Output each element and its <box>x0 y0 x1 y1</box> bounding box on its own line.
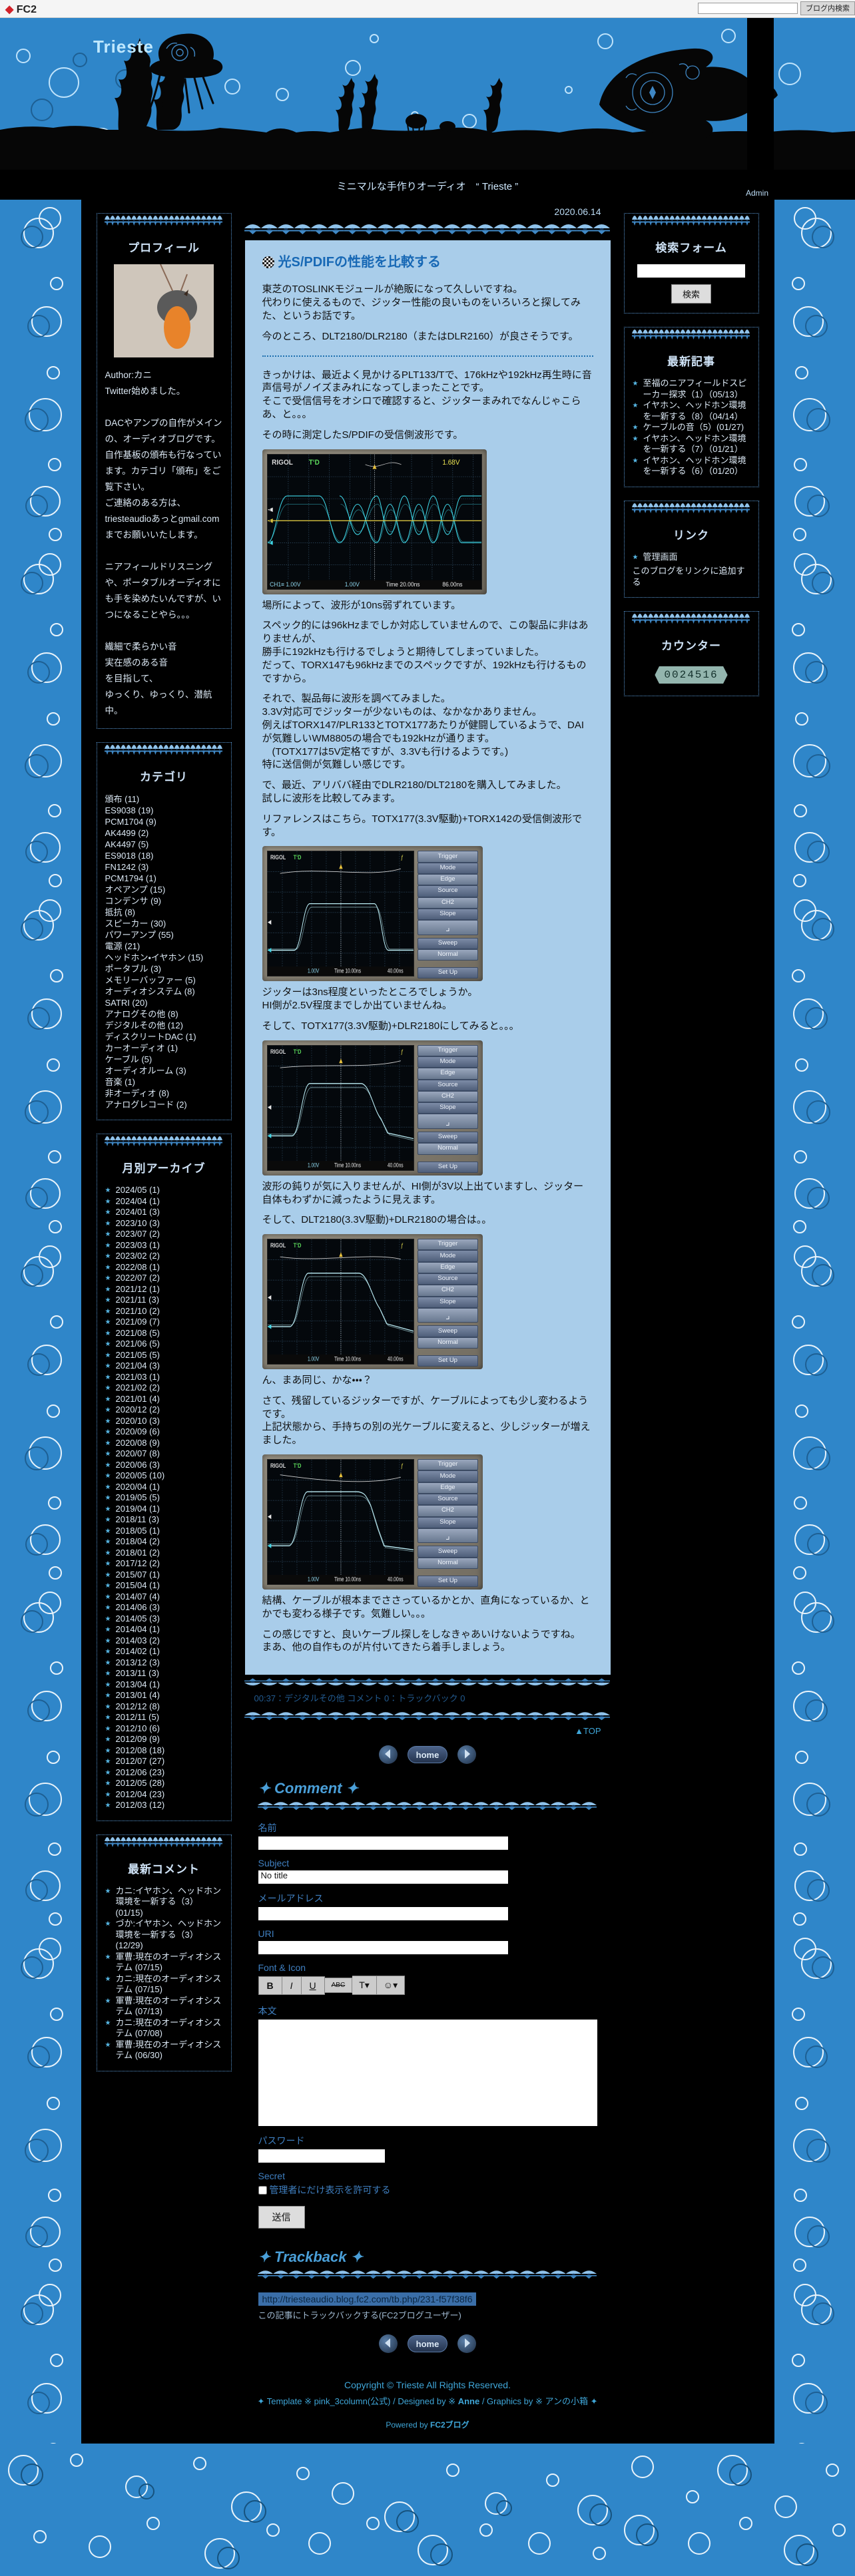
svg-text:1: 1 <box>268 508 271 513</box>
svg-text:40.00ns: 40.00ns <box>387 968 403 974</box>
svg-text:1.00V: 1.00V <box>307 1162 319 1168</box>
svg-text:Time 10.00ns: Time 10.00ns <box>334 1576 360 1583</box>
svg-text:ƒ: ƒ <box>400 1048 403 1055</box>
svg-text:40.00ns: 40.00ns <box>387 1162 403 1168</box>
svg-text:TʻD: TʻD <box>293 1048 301 1055</box>
svg-text:Time 10.00ns: Time 10.00ns <box>334 1356 360 1363</box>
svg-text:RIGOL: RIGOL <box>272 459 293 466</box>
svg-text:86.00ns: 86.00ns <box>442 580 463 587</box>
svg-text:RIGOL: RIGOL <box>270 1241 285 1249</box>
svg-text:2: 2 <box>268 540 271 545</box>
svg-text:TʻD: TʻD <box>308 459 320 466</box>
svg-text:40.00ns: 40.00ns <box>387 1356 403 1363</box>
svg-text:CH1≡ 1.00V: CH1≡ 1.00V <box>270 580 301 587</box>
svg-text:1.00V: 1.00V <box>307 1356 319 1363</box>
svg-text:1.00V: 1.00V <box>307 968 319 974</box>
svg-text:TʻD: TʻD <box>293 1462 301 1469</box>
svg-text:Time 10.00ns: Time 10.00ns <box>334 1162 360 1168</box>
svg-text:Time 10.00ns: Time 10.00ns <box>334 968 360 974</box>
svg-text:TʻD: TʻD <box>293 1241 301 1249</box>
svg-text:1.00V: 1.00V <box>307 1576 319 1583</box>
svg-text:TʻD: TʻD <box>293 854 301 861</box>
svg-text:1.00V: 1.00V <box>344 580 359 587</box>
svg-text:RIGOL: RIGOL <box>270 1048 285 1055</box>
svg-text:ƒ: ƒ <box>400 1241 403 1249</box>
svg-text:ƒ: ƒ <box>400 1462 403 1469</box>
svg-text:RIGOL: RIGOL <box>270 854 285 861</box>
svg-text:40.00ns: 40.00ns <box>387 1576 403 1583</box>
svg-text:RIGOL: RIGOL <box>270 1462 285 1469</box>
svg-text:Time 20.00ns: Time 20.00ns <box>386 580 420 587</box>
svg-text:ƒ: ƒ <box>400 854 403 861</box>
svg-text:3: 3 <box>268 519 271 523</box>
svg-text:1.68V: 1.68V <box>442 459 459 466</box>
